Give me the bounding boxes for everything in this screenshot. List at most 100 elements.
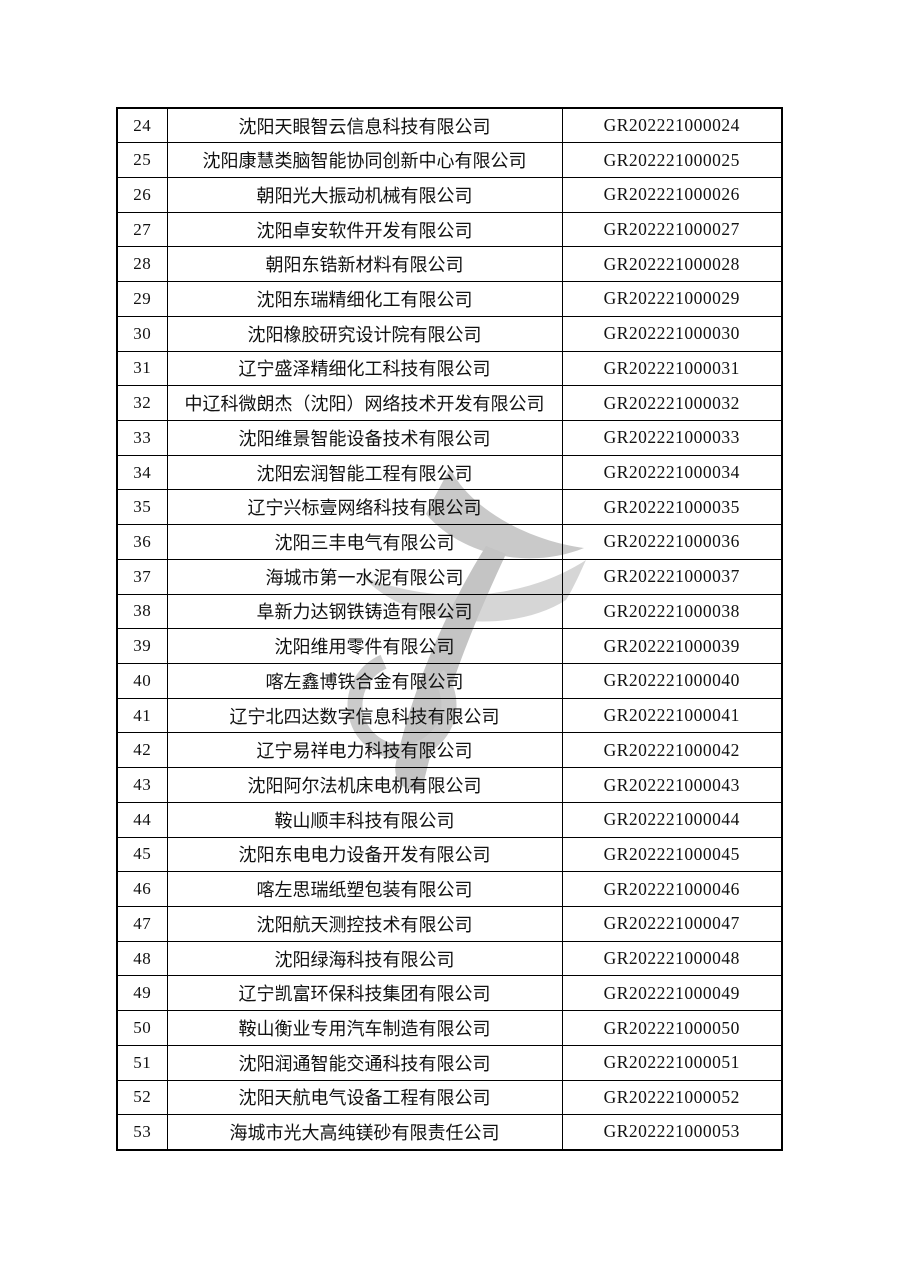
registration-code-cell: GR202221000033	[561, 419, 783, 456]
row-index-cell: 44	[116, 801, 168, 838]
table-row: 47 沈阳航天测控技术有限公司 GR202221000047	[116, 906, 783, 942]
row-index-cell: 37	[116, 558, 168, 595]
company-name-cell: 沈阳宏润智能工程有限公司	[166, 454, 563, 491]
company-name-cell: 鞍山顺丰科技有限公司	[166, 801, 563, 838]
company-name-cell: 朝阳光大振动机械有限公司	[166, 176, 563, 213]
company-name-cell: 沈阳三丰电气有限公司	[166, 524, 563, 560]
registration-code-cell: GR202221000034	[561, 454, 783, 491]
table-row: 31 辽宁盛泽精细化工科技有限公司 GR202221000031	[116, 350, 783, 387]
registration-code-cell: GR202221000041	[561, 697, 783, 734]
registration-code-cell: GR202221000040	[561, 663, 783, 699]
registration-code-cell: GR202221000024	[561, 107, 783, 144]
registration-code-cell: GR202221000039	[561, 628, 783, 664]
row-index-cell: 29	[116, 281, 168, 317]
company-name-cell: 沈阳航天测控技术有限公司	[166, 906, 563, 942]
row-index-cell: 49	[116, 975, 168, 1012]
row-index-cell: 50	[116, 1010, 168, 1046]
row-index-cell: 28	[116, 246, 168, 283]
company-name-cell: 海城市第一水泥有限公司	[166, 558, 563, 595]
company-name-cell: 沈阳绿海科技有限公司	[166, 940, 563, 977]
registration-code-cell: GR202221000028	[561, 246, 783, 283]
table-row: 25 沈阳康慧类脑智能协同创新中心有限公司 GR202221000025	[116, 142, 783, 178]
table-row: 41 辽宁北四达数字信息科技有限公司 GR202221000041	[116, 697, 783, 734]
row-index-cell: 25	[116, 142, 168, 178]
table-row: 48 沈阳绿海科技有限公司 GR202221000048	[116, 940, 783, 977]
company-name-cell: 喀左鑫博铁合金有限公司	[166, 663, 563, 699]
company-name-cell: 阜新力达钢铁铸造有限公司	[166, 593, 563, 630]
table-row: 27 沈阳卓安软件开发有限公司 GR202221000027	[116, 211, 783, 248]
registration-code-cell: GR202221000031	[561, 350, 783, 387]
company-name-cell: 朝阳东锆新材料有限公司	[166, 246, 563, 283]
table-row: 52 沈阳天航电气设备工程有限公司 GR202221000052	[116, 1079, 783, 1116]
company-name-cell: 海城市光大高纯镁砂有限责任公司	[166, 1114, 563, 1151]
registration-code-cell: GR202221000027	[561, 211, 783, 248]
table-row: 51 沈阳润通智能交通科技有限公司 GR202221000051	[116, 1044, 783, 1081]
table-row: 46 喀左思瑞纸塑包装有限公司 GR202221000046	[116, 871, 783, 908]
registration-code-cell: GR202221000038	[561, 593, 783, 630]
row-index-cell: 39	[116, 628, 168, 664]
company-name-cell: 沈阳润通智能交通科技有限公司	[166, 1044, 563, 1081]
company-name-cell: 沈阳东瑞精细化工有限公司	[166, 281, 563, 317]
table-row: 37 海城市第一水泥有限公司 GR202221000037	[116, 558, 783, 595]
table-row: 44 鞍山顺丰科技有限公司 GR202221000044	[116, 801, 783, 838]
table-row: 49 辽宁凯富环保科技集团有限公司 GR202221000049	[116, 975, 783, 1012]
registration-code-cell: GR202221000032	[561, 385, 783, 421]
registration-code-cell: GR202221000053	[561, 1114, 783, 1151]
table-row: 40 喀左鑫博铁合金有限公司 GR202221000040	[116, 663, 783, 699]
row-index-cell: 31	[116, 350, 168, 387]
registration-code-cell: GR202221000025	[561, 142, 783, 178]
company-name-cell: 中辽科微朗杰（沈阳）网络技术开发有限公司	[166, 385, 563, 421]
row-index-cell: 48	[116, 940, 168, 977]
company-name-cell: 沈阳橡胶研究设计院有限公司	[166, 315, 563, 352]
row-index-cell: 27	[116, 211, 168, 248]
company-name-cell: 辽宁兴标壹网络科技有限公司	[166, 489, 563, 526]
row-index-cell: 35	[116, 489, 168, 526]
table-row: 35 辽宁兴标壹网络科技有限公司 GR202221000035	[116, 489, 783, 526]
table-row: 38 阜新力达钢铁铸造有限公司 GR202221000038	[116, 593, 783, 630]
company-name-cell: 沈阳天航电气设备工程有限公司	[166, 1079, 563, 1116]
registration-code-cell: GR202221000047	[561, 906, 783, 942]
table-row: 36 沈阳三丰电气有限公司 GR202221000036	[116, 524, 783, 560]
table-row: 43 沈阳阿尔法机床电机有限公司 GR202221000043	[116, 767, 783, 803]
row-index-cell: 26	[116, 176, 168, 213]
registration-code-cell: GR202221000048	[561, 940, 783, 977]
row-index-cell: 46	[116, 871, 168, 908]
row-index-cell: 53	[116, 1114, 168, 1151]
registration-code-cell: GR202221000051	[561, 1044, 783, 1081]
registration-code-cell: GR202221000044	[561, 801, 783, 838]
company-name-cell: 沈阳康慧类脑智能协同创新中心有限公司	[166, 142, 563, 178]
registration-code-cell: GR202221000046	[561, 871, 783, 908]
company-name-cell: 鞍山衡业专用汽车制造有限公司	[166, 1010, 563, 1046]
company-name-cell: 沈阳天眼智云信息科技有限公司	[166, 107, 563, 144]
registration-code-cell: GR202221000037	[561, 558, 783, 595]
table-row: 33 沈阳维景智能设备技术有限公司 GR202221000033	[116, 419, 783, 456]
registration-code-cell: GR202221000026	[561, 176, 783, 213]
company-name-cell: 沈阳东电电力设备开发有限公司	[166, 836, 563, 873]
table-row: 30 沈阳橡胶研究设计院有限公司 GR202221000030	[116, 315, 783, 352]
company-name-cell: 辽宁北四达数字信息科技有限公司	[166, 697, 563, 734]
table-body: 24 沈阳天眼智云信息科技有限公司 GR202221000024 25 沈阳康慧类脑智能…	[116, 107, 783, 1151]
table-row: 24 沈阳天眼智云信息科技有限公司 GR202221000024	[116, 107, 783, 144]
table-row: 45 沈阳东电电力设备开发有限公司 GR202221000045	[116, 836, 783, 873]
registration-code-cell: GR202221000045	[561, 836, 783, 873]
row-index-cell: 34	[116, 454, 168, 491]
company-name-cell: 沈阳卓安软件开发有限公司	[166, 211, 563, 248]
table-row: 34 沈阳宏润智能工程有限公司 GR202221000034	[116, 454, 783, 491]
row-index-cell: 32	[116, 385, 168, 421]
table-row: 42 辽宁易祥电力科技有限公司 GR202221000042	[116, 732, 783, 769]
company-name-cell: 沈阳维用零件有限公司	[166, 628, 563, 664]
row-index-cell: 51	[116, 1044, 168, 1081]
company-name-cell: 沈阳维景智能设备技术有限公司	[166, 419, 563, 456]
row-index-cell: 47	[116, 906, 168, 942]
company-name-cell: 辽宁易祥电力科技有限公司	[166, 732, 563, 769]
registration-code-cell: GR202221000043	[561, 767, 783, 803]
table-row: 39 沈阳维用零件有限公司 GR202221000039	[116, 628, 783, 664]
registration-code-cell: GR202221000030	[561, 315, 783, 352]
table-row: 26 朝阳光大振动机械有限公司 GR202221000026	[116, 176, 783, 213]
row-index-cell: 38	[116, 593, 168, 630]
row-index-cell: 40	[116, 663, 168, 699]
table-row: 32 中辽科微朗杰（沈阳）网络技术开发有限公司 GR202221000032	[116, 385, 783, 421]
company-name-cell: 辽宁凯富环保科技集团有限公司	[166, 975, 563, 1012]
row-index-cell: 41	[116, 697, 168, 734]
